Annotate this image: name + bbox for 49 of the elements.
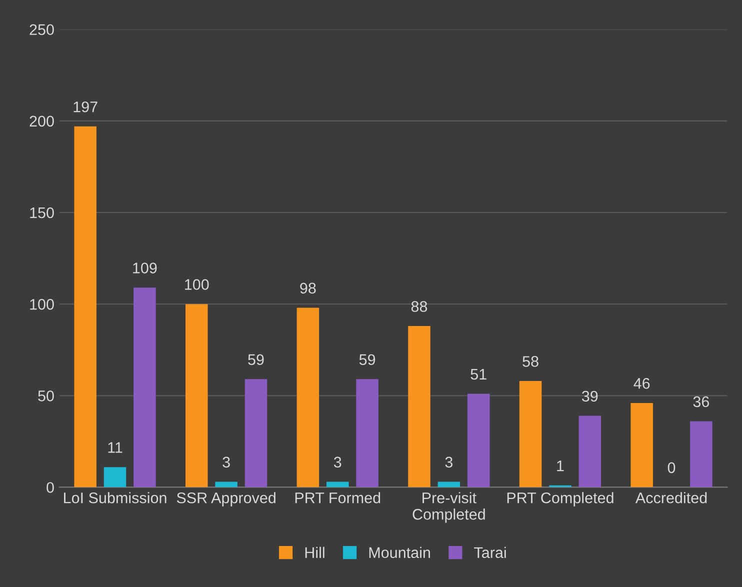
data-label: 1	[557, 460, 564, 472]
bar	[630, 402, 653, 488]
bar	[296, 308, 320, 488]
bar	[408, 326, 430, 488]
data-label: 51	[470, 369, 486, 380]
bar	[438, 482, 460, 488]
data-label: 3	[222, 456, 230, 468]
data-label: 88	[411, 301, 428, 312]
data-label: 36	[693, 396, 710, 408]
bar	[578, 416, 602, 488]
x-tick-label: SSR Approved	[176, 492, 276, 506]
bar	[519, 380, 542, 488]
data-label: 59	[248, 354, 264, 366]
y-tick-label: 150	[30, 207, 54, 218]
data-label: 197	[74, 101, 98, 112]
x-tick-label: PRT Formed	[295, 492, 380, 504]
x-tick-label: Pre-visit Completed	[412, 492, 485, 523]
bar	[74, 126, 96, 488]
x-tick-label: Accredited	[635, 492, 707, 504]
data-label: 109	[133, 262, 157, 274]
data-label: 46	[634, 378, 650, 389]
bar	[690, 421, 712, 488]
data-label: 98	[300, 282, 316, 294]
y-tick-label: 50	[38, 390, 54, 402]
legend-label: Tarai	[474, 546, 506, 558]
data-label: 39	[582, 390, 598, 402]
bar	[326, 482, 349, 488]
bar	[215, 482, 238, 488]
data-label: 3	[445, 456, 452, 468]
legend-label: Mountain	[369, 546, 430, 558]
y-tick-label: 200	[30, 116, 54, 127]
x-tick-label: PRT Completed	[507, 492, 614, 506]
data-label: 59	[359, 354, 376, 366]
bar	[356, 379, 378, 488]
x-tick-label: LoI Submission	[64, 492, 166, 504]
bar	[244, 379, 268, 488]
data-label: 0	[668, 462, 676, 474]
bar	[467, 394, 490, 488]
data-label: 58	[522, 356, 538, 367]
data-label: 100	[185, 279, 209, 290]
y-tick-label: 0	[46, 482, 54, 493]
bar	[134, 288, 156, 488]
legend-label: Hill	[305, 546, 324, 558]
bar	[104, 467, 126, 488]
data-label: 3	[334, 456, 342, 468]
bar	[186, 304, 208, 488]
data-label: 11	[108, 442, 122, 453]
y-tick-label: 100	[30, 298, 54, 310]
y-tick-label: 250	[30, 24, 54, 36]
